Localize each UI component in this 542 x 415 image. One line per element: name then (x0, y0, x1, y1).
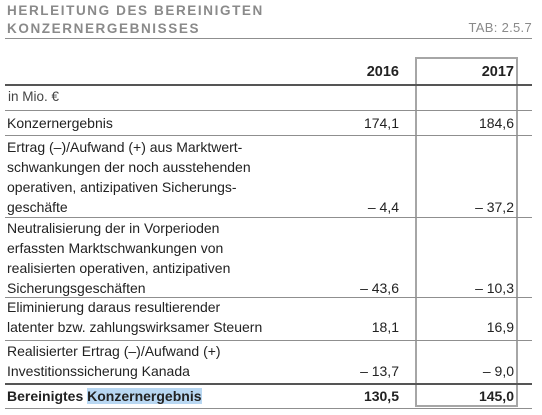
bottom-rule (5, 408, 532, 409)
value-2016: 174,1 (363, 115, 399, 131)
divider (5, 217, 532, 218)
table-title-line-2: KONZERNERGEBNISSES (7, 21, 201, 36)
divider (5, 38, 532, 39)
row-label: Eliminierung daraus resultierender laten… (7, 299, 263, 335)
unit-label: in Mio. € (8, 89, 60, 104)
total-label-part-1: Bereinigtes (7, 388, 88, 404)
value-2017: – 10,3 (475, 280, 514, 296)
total-label: Bereinigtes Konzernergebnis (7, 386, 277, 406)
divider (5, 110, 532, 111)
row-label: Neutralisierung der in Vorperioden erfas… (7, 220, 231, 296)
table-row: Eliminierung daraus resultierender laten… (5, 297, 532, 337)
value-2017: – 37,2 (475, 199, 514, 215)
value-2017: 184,6 (478, 115, 514, 131)
column-header-2017: 2017 (481, 64, 514, 80)
divider (5, 135, 532, 136)
table-row: Realisierter Ertrag (–)/Aufwand (+) Inve… (5, 341, 532, 381)
value-2016: – 13,7 (360, 363, 399, 379)
table-row: Konzernergebnis 174,1 184,6 (5, 113, 532, 133)
row-label: Konzernergebnis (7, 115, 113, 131)
divider (5, 297, 532, 298)
row-label: Ertrag (–)/Aufwand (+) aus Marktwert- sc… (7, 139, 251, 215)
table-reference: TAB: 2.5.7 (468, 20, 532, 35)
table-title-line-1: HERLEITUNG DES BEREINIGTEN (7, 3, 264, 18)
total-value-2016: 130,5 (363, 388, 399, 404)
total-divider (5, 383, 532, 385)
highlight-column-2017 (415, 57, 518, 407)
header-divider (5, 84, 532, 86)
highlighted-text-selection[interactable]: Konzernergebnis (87, 388, 202, 404)
total-row: Bereinigtes Konzernergebnis 130,5 145,0 (5, 386, 532, 406)
table-row: Ertrag (–)/Aufwand (+) aus Marktwert- sc… (5, 137, 532, 217)
divider (5, 340, 532, 341)
value-2016: 18,1 (371, 319, 399, 335)
value-2016: – 43,6 (360, 280, 399, 296)
value-2017: 16,9 (486, 319, 514, 335)
total-value-2017: 145,0 (478, 388, 514, 404)
column-header-2016: 2016 (366, 64, 399, 80)
header-row: 2016 2017 (5, 62, 532, 82)
row-label: Realisierter Ertrag (–)/Aufwand (+) Inve… (7, 343, 221, 379)
table-row: Neutralisierung der in Vorperioden erfas… (5, 218, 532, 298)
value-2016: – 4,4 (367, 199, 399, 215)
value-2017: – 9,0 (482, 363, 514, 379)
table-heading: HERLEITUNG DES BEREINIGTEN KONZERNERGEBN… (7, 2, 264, 38)
